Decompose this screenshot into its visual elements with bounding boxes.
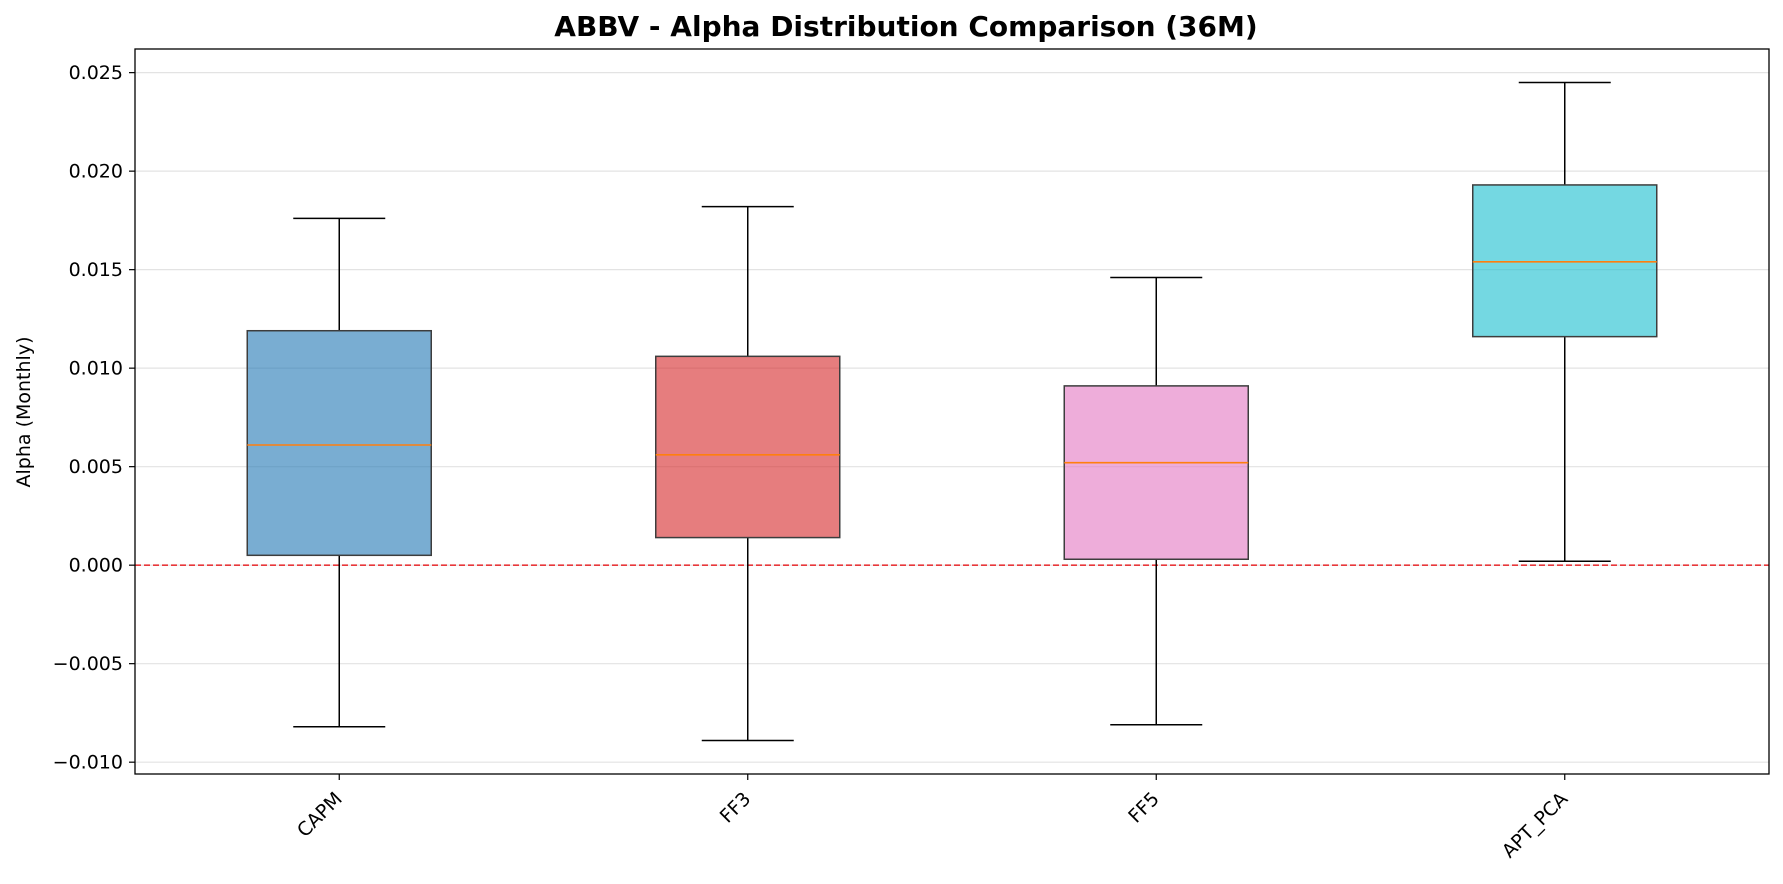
box-series	[246, 81, 1658, 742]
y-tick-label: 0.005	[69, 456, 123, 478]
box-apt-pca	[1472, 81, 1658, 562]
iqr-box	[1063, 385, 1249, 561]
y-tick-label: 0.025	[69, 62, 123, 84]
iqr-box	[1472, 184, 1658, 338]
x-tick-label: APT_PCA	[1498, 788, 1572, 862]
y-tick-label: 0.015	[69, 259, 123, 281]
x-tick-label: FF3	[716, 788, 756, 828]
y-tick-label: −0.010	[53, 752, 123, 774]
y-axis-label: Alpha (Monthly)	[13, 337, 35, 488]
box-capm	[246, 217, 432, 728]
x-tick-label: FF5	[1124, 788, 1164, 828]
plot-area-frame	[134, 48, 1770, 775]
y-axis: 0.025 0.020 0.015 0.010 0.005 0.000 −0.005 −0.0…	[53, 62, 135, 774]
y-tick-label: 0.000	[69, 555, 123, 577]
iqr-box	[246, 329, 432, 557]
iqr-box	[655, 355, 841, 539]
box-ff5	[1063, 276, 1249, 726]
y-tick-label: 0.020	[69, 161, 123, 183]
box-ff3	[655, 205, 841, 742]
x-axis: CAPM FF3 FF5 APT_PCA	[293, 774, 1572, 862]
chart-title: ABBV - Alpha Distribution Comparison (36…	[554, 10, 1257, 43]
x-tick-label: CAPM	[293, 788, 347, 842]
y-tick-label: −0.005	[53, 653, 123, 675]
y-tick-label: 0.010	[69, 358, 123, 380]
